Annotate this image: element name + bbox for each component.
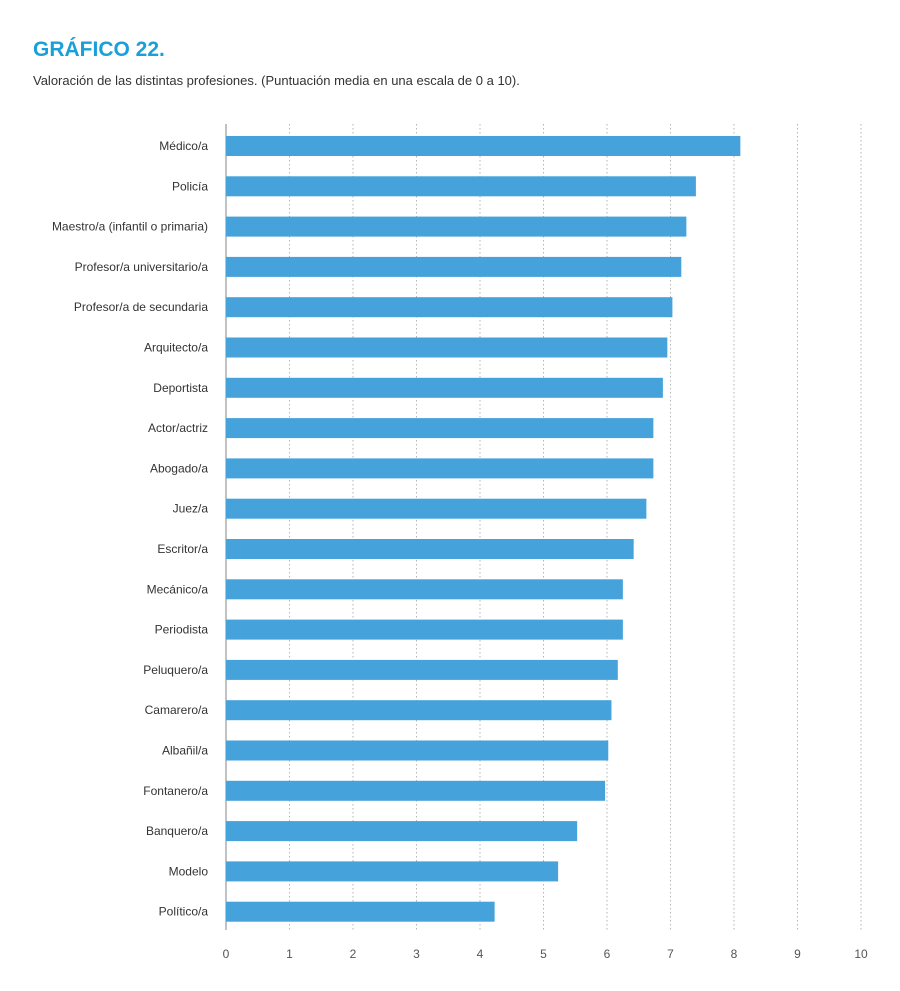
x-tick-label: 7 — [667, 947, 674, 961]
bar-8 — [226, 418, 654, 439]
category-label: Abogado/a — [150, 461, 208, 475]
bar-17 — [226, 780, 606, 801]
category-label: Peluquero/a — [143, 663, 208, 677]
bars — [226, 136, 741, 922]
category-label: Albañil/a — [162, 744, 208, 758]
x-tick-label: 9 — [794, 947, 801, 961]
category-label: Profesor/a de secundaria — [74, 300, 208, 314]
bar-10 — [226, 498, 647, 519]
x-tick-label: 5 — [540, 947, 547, 961]
x-tick-label: 1 — [286, 947, 293, 961]
bar-9 — [226, 458, 654, 479]
x-tick-label: 8 — [731, 947, 738, 961]
x-tick-label: 4 — [477, 947, 484, 961]
bar-6 — [226, 337, 668, 358]
bar-4 — [226, 256, 682, 277]
x-tick-label: 2 — [350, 947, 357, 961]
bar-7 — [226, 377, 663, 398]
category-label: Camarero/a — [145, 703, 209, 717]
category-label: Escritor/a — [157, 542, 208, 556]
bar-3 — [226, 216, 687, 237]
category-label: Arquitecto/a — [144, 341, 208, 355]
category-label: Periodista — [155, 623, 209, 637]
category-label: Maestro/a (infantil o primaria) — [52, 220, 208, 234]
x-tick-label: 10 — [854, 947, 868, 961]
chart-subtitle: Valoración de las distintas profesiones.… — [33, 73, 520, 88]
category-label: Deportista — [153, 381, 208, 395]
x-tick-label: 6 — [604, 947, 611, 961]
bar-14 — [226, 659, 618, 680]
category-label: Actor/actriz — [148, 421, 208, 435]
category-label: Modelo — [169, 864, 209, 878]
bar-2 — [226, 176, 696, 197]
category-label: Policía — [172, 179, 208, 193]
x-tick-label: 3 — [413, 947, 420, 961]
bar-15 — [226, 700, 612, 721]
category-labels: Médico/a Policía Maestro/a (infantil o pri… — [52, 139, 208, 919]
x-axis-tick-labels: 0 1 2 3 4 5 6 7 8 9 10 — [223, 947, 868, 961]
bar-13 — [226, 619, 623, 640]
category-label: Profesor/a universitario/a — [75, 260, 209, 274]
bar-18 — [226, 821, 578, 842]
category-label: Banquero/a — [146, 824, 208, 838]
category-label: Fontanero/a — [143, 784, 208, 798]
bar-5 — [226, 297, 673, 318]
category-label: Juez/a — [173, 502, 209, 516]
bar-16 — [226, 740, 609, 761]
bar-20 — [226, 901, 495, 922]
x-tick-label: 0 — [223, 947, 230, 961]
gridlines — [225, 124, 862, 930]
bar-19 — [226, 861, 559, 882]
category-label: Mecánico/a — [147, 582, 209, 596]
category-label: Político/a — [159, 905, 209, 919]
chart-title: GRÁFICO 22. — [33, 38, 165, 61]
bar-12 — [226, 579, 623, 600]
category-label: Médico/a — [159, 139, 208, 153]
bar-1 — [226, 136, 741, 156]
bar-11 — [226, 539, 634, 559]
